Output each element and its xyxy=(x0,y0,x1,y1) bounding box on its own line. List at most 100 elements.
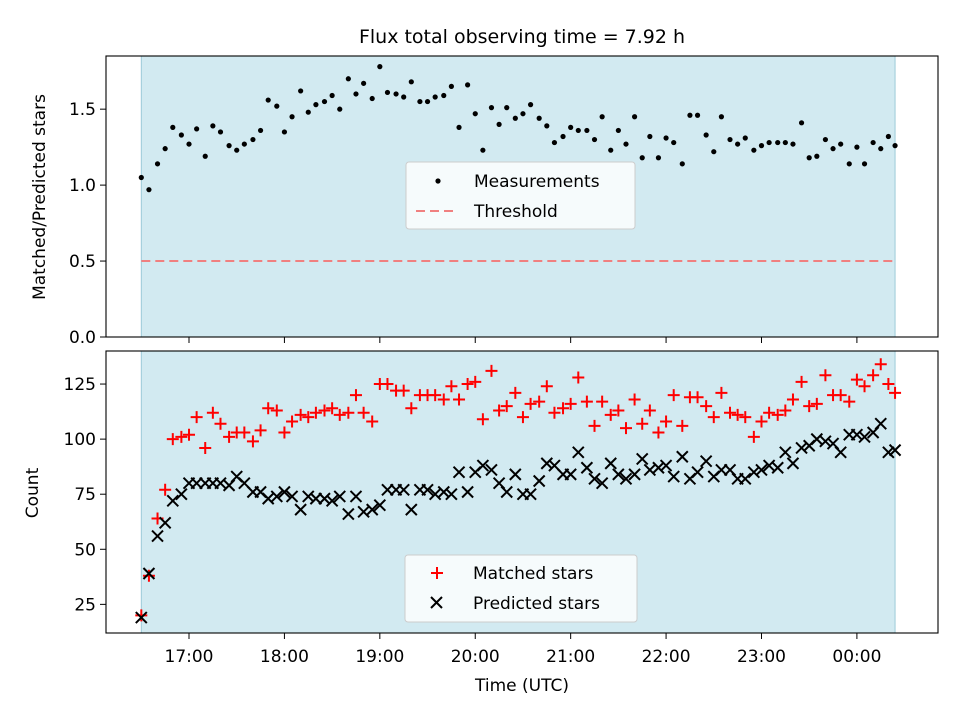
predicted-star-point xyxy=(437,485,450,499)
measurement-point xyxy=(377,64,383,70)
matched-star-point xyxy=(190,411,203,424)
predicted-star-point xyxy=(691,465,704,479)
y-tick-label: 1.0 xyxy=(69,176,96,196)
matched-star-point xyxy=(485,364,498,377)
matched-star-point xyxy=(620,422,632,435)
predicted-star-point xyxy=(485,463,498,477)
bottom-y-axis-label: Count xyxy=(23,467,43,518)
measurement-point xyxy=(162,146,168,152)
measurement-point xyxy=(186,141,192,147)
measurement-point xyxy=(305,109,311,115)
matched-star-point xyxy=(731,408,744,421)
measurement-point xyxy=(504,105,510,111)
bottom-panel: 25 50 75 100 125 17:00 18:00 19:00 20:00 21:00 22… xyxy=(23,350,939,696)
matched-star-point xyxy=(874,358,887,371)
x-tick-label: 20:00 xyxy=(451,647,500,667)
bottom-axes-frame xyxy=(105,350,939,634)
measurement-point xyxy=(146,187,152,193)
predicted-star-point xyxy=(786,457,800,470)
matched-star-point xyxy=(142,569,155,582)
predicted-star-point xyxy=(166,494,179,508)
matched-star-point xyxy=(206,406,219,419)
matched-star-point xyxy=(476,413,489,426)
measurement-point xyxy=(361,80,367,86)
y-tick-label: 100 xyxy=(64,430,96,450)
measurement-point xyxy=(846,161,852,167)
predicted-star-point xyxy=(500,485,513,499)
measurement-point xyxy=(432,94,438,100)
bottom-y-ticks: 25 50 75 100 125 xyxy=(64,375,106,615)
predicted-star-point xyxy=(676,450,689,463)
measurement-point xyxy=(655,155,662,161)
top-y-axis-label: Matched/Predicted stars xyxy=(30,94,50,300)
predicted-star-point xyxy=(333,490,346,503)
predicted-star-point xyxy=(699,454,713,468)
measurement-point xyxy=(861,161,868,167)
measurement-point xyxy=(663,135,669,141)
matched-star-point xyxy=(724,406,736,419)
legend-marker-predicted xyxy=(430,596,443,609)
matched-star-point xyxy=(199,441,212,454)
measurement-point xyxy=(758,143,765,149)
predicted-star-point xyxy=(365,503,379,516)
measurement-point xyxy=(257,127,264,134)
predicted-star-point xyxy=(142,567,156,580)
measurement-point xyxy=(838,141,844,147)
measurement-point xyxy=(353,91,359,97)
measurement-point xyxy=(830,146,836,152)
measurement-point xyxy=(313,102,319,108)
predicted-star-point xyxy=(135,611,148,624)
matched-star-point xyxy=(175,430,188,443)
matched-star-point xyxy=(238,426,251,439)
matched-star-point xyxy=(628,393,641,406)
measurement-point xyxy=(202,153,208,159)
y-tick-label: 0.5 xyxy=(69,252,96,272)
measurement-point xyxy=(575,127,581,134)
matched-star-point xyxy=(700,400,713,413)
measurement-point xyxy=(568,124,574,130)
matched-star-point xyxy=(834,389,847,402)
measurement-point xyxy=(472,111,478,117)
predicted-star-point xyxy=(476,459,490,472)
x-tick-label: 17:00 xyxy=(165,647,214,667)
measurement-point xyxy=(424,98,431,105)
matched-star-point xyxy=(349,389,362,402)
measurement-point xyxy=(599,114,605,120)
bottom-legend: Matched stars Predicted stars xyxy=(404,554,638,623)
measurement-point xyxy=(194,126,200,132)
matched-star-point xyxy=(381,378,394,391)
matched-star-point xyxy=(509,386,522,399)
top-y-ticks: 0.0 0.5 1.0 1.5 xyxy=(69,100,106,348)
bottom-legend-box xyxy=(404,554,638,623)
measurement-point xyxy=(766,139,772,146)
predicted-star-point xyxy=(604,457,617,470)
measurement-point xyxy=(718,114,725,120)
legend-label-matched: Matched stars xyxy=(473,564,593,584)
matched-star-point xyxy=(795,375,808,388)
measurement-point xyxy=(687,112,693,118)
legend-label-predicted: Predicted stars xyxy=(473,594,600,614)
measurement-point xyxy=(480,147,486,153)
matched-star-point xyxy=(858,380,871,393)
matched-star-point xyxy=(803,400,816,413)
measurement-point xyxy=(584,127,590,134)
measurement-point xyxy=(329,92,335,99)
matched-star-point xyxy=(867,369,880,382)
measurement-point xyxy=(441,92,447,99)
measurement-point xyxy=(178,132,184,138)
matched-star-point xyxy=(882,378,895,391)
matched-star-point xyxy=(453,393,466,406)
legend-marker-measurements xyxy=(435,178,441,184)
predicted-star-point xyxy=(659,459,673,472)
matched-star-point xyxy=(779,404,792,417)
matched-star-point xyxy=(763,406,776,419)
matched-star-point xyxy=(246,435,259,448)
predicted-star-point xyxy=(270,490,283,503)
matched-star-point xyxy=(159,483,172,496)
measurement-point xyxy=(408,79,414,85)
x-axis-label: Time (UTC) xyxy=(474,676,569,696)
matched-star-point xyxy=(557,402,570,415)
y-tick-label: 0.0 xyxy=(69,328,96,348)
measurement-point xyxy=(210,123,216,129)
measurement-point xyxy=(369,95,375,102)
